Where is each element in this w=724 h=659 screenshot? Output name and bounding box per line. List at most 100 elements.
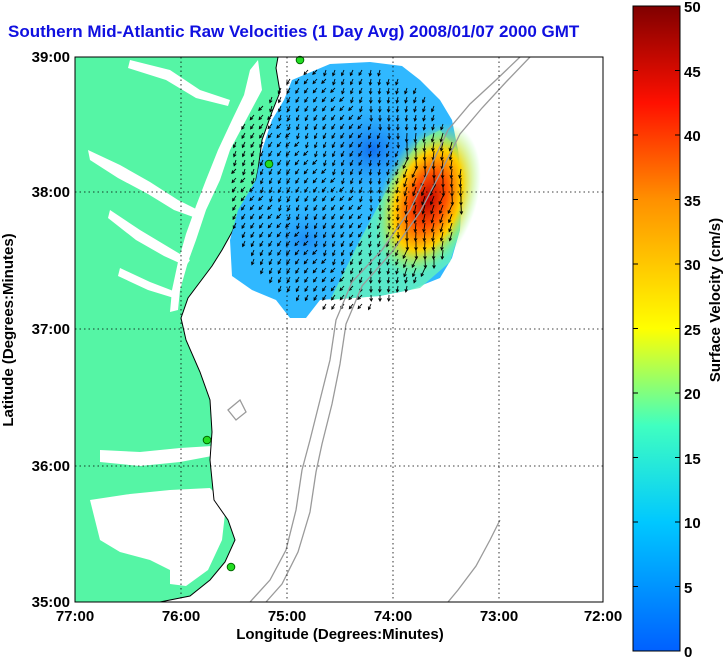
velocity-arrow	[294, 141, 300, 147]
velocity-arrow	[260, 168, 264, 175]
colorbar-tick-label: 25	[684, 322, 701, 339]
velocity-arrow	[314, 240, 318, 247]
velocity-arrow-head	[313, 216, 318, 221]
velocity-arrow-head	[269, 99, 273, 104]
velocity-arrow	[278, 114, 282, 121]
velocity-arrow-head	[358, 233, 362, 238]
velocity-arrow-head	[276, 233, 281, 238]
velocity-arrow-head	[348, 116, 353, 121]
velocity-arrow	[304, 105, 309, 112]
velocity-arrow	[350, 168, 354, 175]
velocity-arrow-head	[259, 153, 263, 158]
velocity-arrow	[330, 276, 336, 282]
y-tick-label: 37:00	[32, 321, 70, 338]
velocity-arrow-head	[368, 135, 372, 140]
velocity-arrow-head	[404, 279, 408, 284]
velocity-arrow	[395, 258, 399, 265]
velocity-arrow	[339, 105, 345, 111]
velocity-arrow-head	[395, 99, 400, 104]
velocity-arrow-head	[339, 98, 343, 102]
map-title: Southern Mid-Atlantic Raw Velocities (1 …	[8, 22, 580, 41]
velocity-arrow-head	[303, 242, 307, 246]
velocity-arrow	[447, 204, 453, 214]
velocity-arrow-head	[396, 235, 401, 239]
velocity-arrow-head	[359, 108, 363, 113]
y-tick-labels: 39:00 38:00 37:00 36:00 35:00	[32, 49, 70, 611]
velocity-arrow-head	[458, 184, 463, 188]
velocity-arrow	[330, 285, 336, 291]
velocity-arrow	[357, 294, 363, 300]
velocity-arrow-head	[321, 80, 325, 84]
velocity-arrow-head	[396, 136, 400, 140]
velocity-arrow-head	[386, 171, 390, 176]
velocity-arrow	[269, 276, 273, 283]
velocity-arrow-head	[322, 144, 327, 149]
velocity-arrow	[449, 150, 453, 160]
velocity-arrow	[313, 213, 318, 220]
velocity-arrow	[441, 240, 444, 250]
velocity-arrow	[433, 159, 435, 170]
velocity-arrow-head	[395, 108, 400, 113]
velocity-arrow-head	[414, 166, 419, 170]
velocity-arrow	[251, 258, 255, 265]
velocity-arrow	[295, 285, 300, 292]
velocity-arrow-head	[313, 207, 317, 212]
x-tick-label: 75:00	[268, 608, 306, 625]
velocity-arrow-head	[367, 306, 372, 311]
velocity-arrow-head	[386, 270, 391, 275]
velocity-arrow-head	[295, 80, 299, 85]
velocity-arrow-head	[349, 81, 354, 86]
velocity-arrow	[440, 231, 444, 241]
velocity-arrow	[242, 150, 246, 157]
velocity-arrow-head	[312, 89, 317, 94]
velocity-arrow-head	[294, 242, 299, 247]
velocity-arrow	[432, 150, 435, 161]
velocity-arrow-head	[332, 261, 336, 266]
velocity-arrow	[413, 96, 417, 103]
velocity-arrow-head	[241, 135, 245, 140]
velocity-arrow-head	[358, 90, 363, 95]
velocity-arrow	[432, 141, 435, 151]
velocity-arrow	[304, 195, 309, 202]
pamlico-sound	[90, 488, 226, 586]
albemarle-sound	[100, 446, 212, 466]
velocity-arrow	[377, 69, 381, 76]
velocity-arrow	[286, 177, 291, 184]
x-tick-label: 72:00	[584, 608, 622, 625]
velocity-arrow	[287, 105, 291, 112]
velocity-arrow	[441, 159, 444, 170]
velocity-arrow	[276, 213, 282, 219]
velocity-arrow	[305, 231, 309, 238]
velocity-arrow-head	[268, 171, 273, 176]
velocity-arrow	[304, 267, 309, 274]
velocity-arrow-head	[323, 153, 327, 158]
velocity-arrow-head	[413, 108, 417, 113]
velocity-arrow-head	[268, 252, 272, 257]
velocity-arrow-head	[313, 198, 317, 202]
velocity-arrow-head	[395, 127, 400, 131]
velocity-arrow	[339, 186, 345, 192]
velocity-arrow-head	[395, 270, 399, 275]
velocity-arrow	[323, 249, 327, 256]
velocity-arrow-head	[313, 297, 317, 302]
velocity-arrow-head	[233, 162, 237, 167]
velocity-arrow	[396, 204, 399, 212]
velocity-arrow	[296, 123, 300, 130]
velocity-arrow-head	[386, 208, 391, 212]
velocity-arrow	[459, 168, 462, 178]
velocity-arrow-head	[313, 108, 317, 112]
velocity-arrow-head	[439, 219, 443, 224]
velocity-arrow	[368, 213, 372, 220]
velocity-arrow	[314, 150, 318, 157]
velocity-arrow	[260, 267, 264, 274]
velocity-arrow	[348, 294, 354, 300]
velocity-arrow-head	[287, 117, 291, 122]
velocity-arrow	[240, 195, 246, 201]
velocity-arrow	[386, 159, 390, 166]
velocity-arrow-head	[330, 278, 335, 283]
velocity-arrow	[460, 204, 462, 215]
velocity-arrow-head	[322, 117, 326, 121]
colorbar	[632, 5, 681, 652]
velocity-arrow-head	[304, 126, 309, 131]
velocity-arrow-head	[368, 243, 372, 248]
